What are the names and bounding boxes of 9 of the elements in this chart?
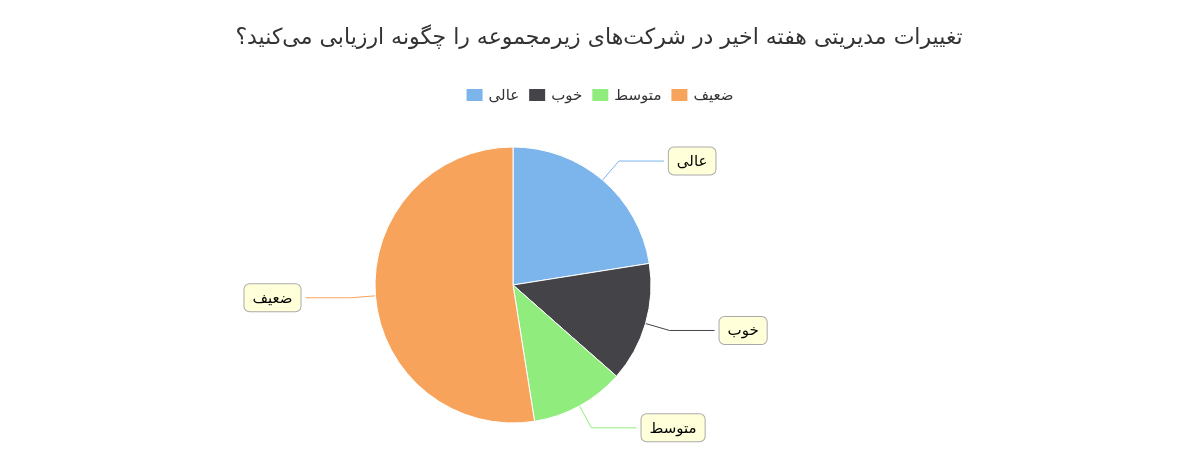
- slice-label: خوب: [727, 321, 759, 340]
- slice-label: ضعیف: [252, 288, 293, 307]
- legend-label: متوسط: [614, 86, 662, 104]
- chart-title: تغییرات مدیریتی هفته اخیر در شرکت‌های زیرمجموعه را چگونه ارزیابی می‌کنید؟: [235, 23, 963, 49]
- legend-label: عالی: [488, 86, 520, 104]
- legend-label: خوب: [551, 86, 583, 104]
- slice-label: عالی: [676, 152, 708, 171]
- slice-label: متوسط: [649, 418, 697, 437]
- legend-label: ضعیف: [693, 86, 734, 104]
